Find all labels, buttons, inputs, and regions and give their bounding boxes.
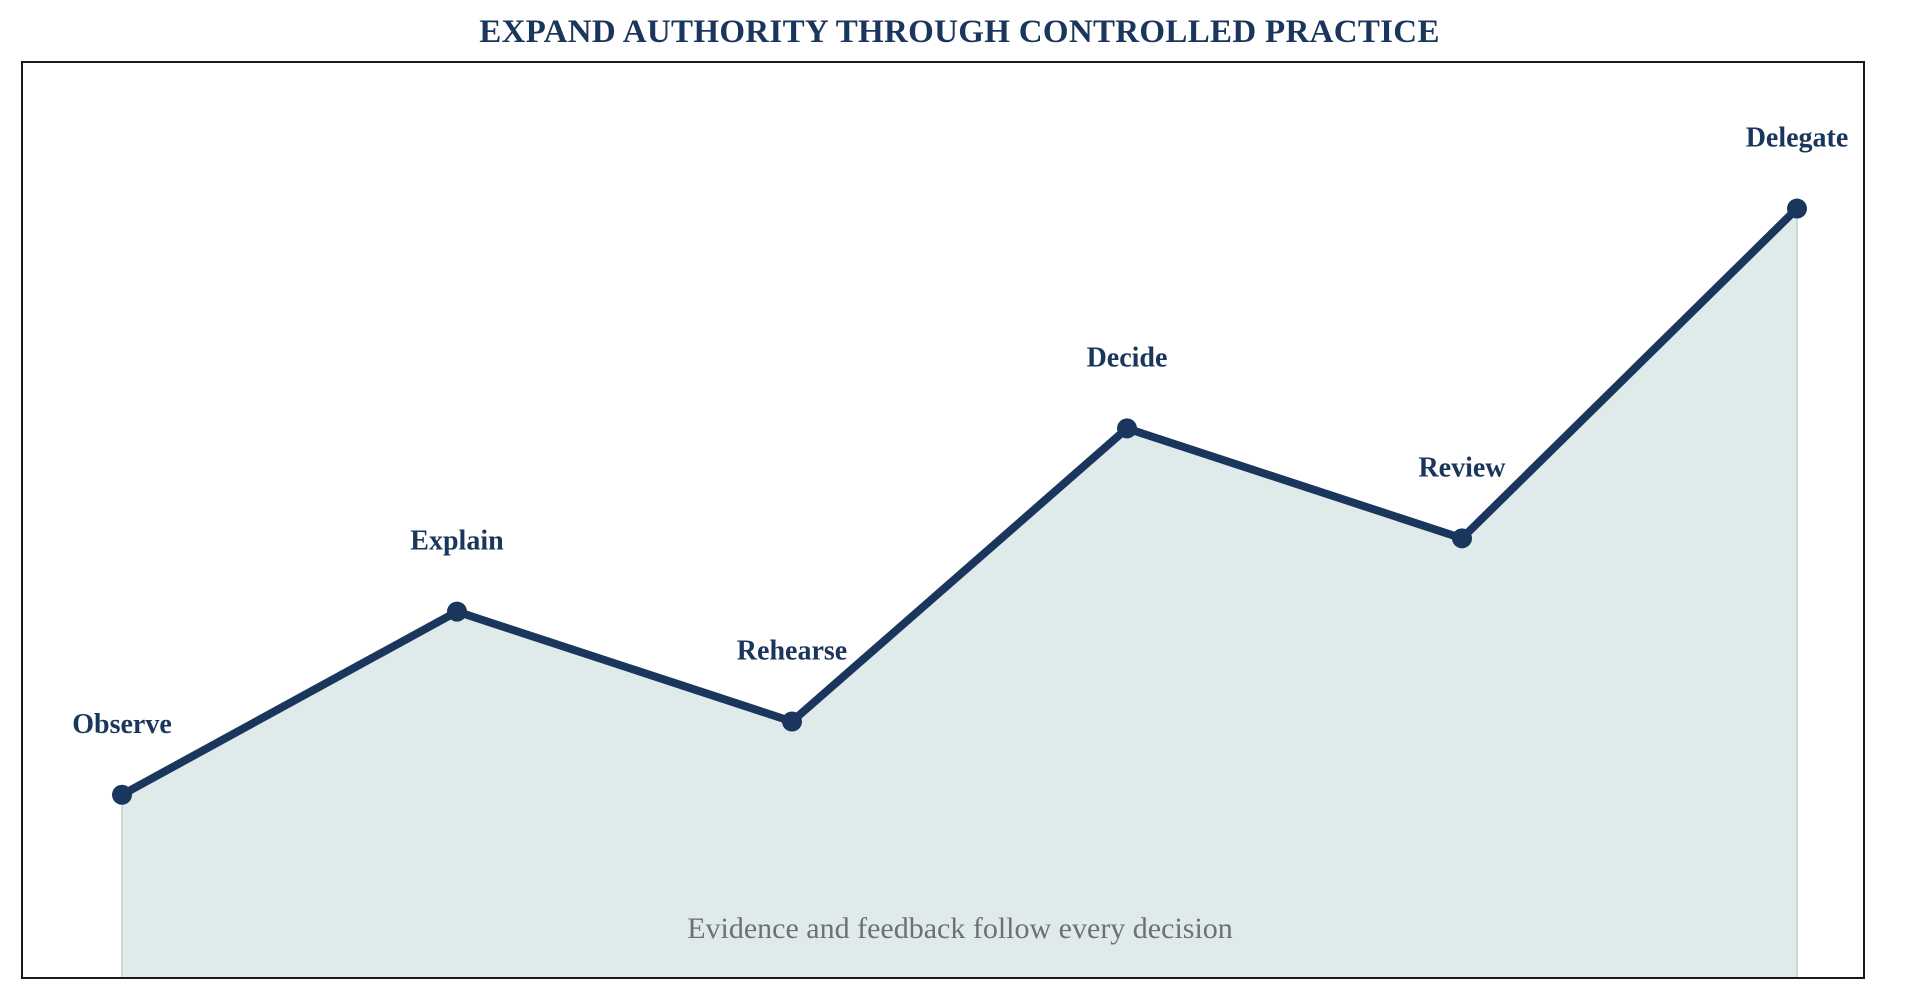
point-label-rehearse: Rehearse [737,636,847,667]
data-point-decide [1117,418,1137,439]
area-fill [121,206,1798,979]
point-label-observe: Observe [72,709,172,740]
area-layer [121,206,1798,979]
chart-annotation: Evidence and feedback follow every decis… [687,912,1233,945]
point-label-decide: Decide [1087,342,1168,373]
point-label-review: Review [1418,452,1506,483]
point-label-delegate: Delegate [1746,123,1849,154]
point-layer [112,198,1807,805]
data-point-observe [112,784,132,805]
line-layer [118,204,1801,799]
plot-frame [21,61,1865,979]
label-layer: Observe Explain Rehearse Decide Review Delega… [72,123,1848,740]
data-point-rehearse [782,711,802,732]
chart-title: EXPAND AUTHORITY THROUGH CONTROLLED PRAC… [479,14,1440,50]
data-point-review [1452,528,1472,549]
point-label-explain: Explain [410,526,504,557]
data-point-explain [447,601,467,622]
series-line [118,204,1801,799]
data-point-delegate [1787,198,1807,219]
